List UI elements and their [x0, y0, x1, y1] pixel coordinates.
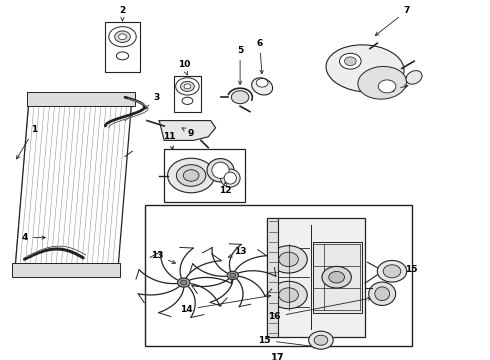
Circle shape — [180, 280, 187, 285]
Bar — [164, 149, 245, 202]
Circle shape — [309, 331, 333, 349]
Circle shape — [168, 158, 215, 193]
Text: 17: 17 — [271, 353, 285, 360]
Circle shape — [314, 335, 328, 345]
Circle shape — [279, 252, 298, 266]
Text: 15: 15 — [402, 266, 418, 274]
Ellipse shape — [358, 67, 407, 99]
Bar — [267, 218, 278, 337]
Circle shape — [176, 165, 206, 186]
Text: 7: 7 — [375, 6, 410, 36]
Circle shape — [279, 288, 298, 302]
Circle shape — [329, 271, 344, 283]
Text: 2: 2 — [120, 6, 125, 21]
Polygon shape — [15, 94, 132, 274]
Circle shape — [322, 266, 351, 288]
Text: 14: 14 — [180, 294, 271, 314]
Ellipse shape — [207, 158, 234, 182]
Text: 1: 1 — [17, 125, 37, 159]
Circle shape — [383, 265, 401, 278]
Circle shape — [184, 84, 191, 89]
Ellipse shape — [375, 287, 390, 301]
Bar — [174, 76, 201, 112]
Circle shape — [270, 282, 307, 309]
Circle shape — [175, 78, 199, 95]
Circle shape — [119, 34, 126, 40]
Circle shape — [270, 246, 307, 273]
Bar — [105, 22, 140, 72]
Text: 16: 16 — [268, 297, 371, 321]
Circle shape — [109, 27, 136, 47]
Text: 4: 4 — [21, 233, 45, 242]
Circle shape — [183, 170, 199, 181]
Text: 8: 8 — [389, 85, 408, 94]
Ellipse shape — [224, 172, 237, 184]
Text: 13: 13 — [150, 251, 175, 264]
Circle shape — [377, 261, 407, 282]
Text: 15: 15 — [258, 336, 317, 348]
Bar — [313, 242, 362, 313]
Text: 3: 3 — [145, 93, 160, 109]
Bar — [12, 263, 120, 277]
Circle shape — [231, 91, 249, 104]
Circle shape — [115, 31, 130, 42]
Ellipse shape — [220, 169, 240, 187]
Text: 12: 12 — [219, 182, 232, 195]
Circle shape — [256, 78, 268, 87]
Ellipse shape — [369, 282, 396, 305]
Ellipse shape — [182, 97, 193, 104]
Circle shape — [227, 271, 238, 279]
Circle shape — [180, 81, 194, 91]
Bar — [267, 218, 365, 337]
Text: 10: 10 — [177, 60, 190, 75]
Circle shape — [344, 57, 356, 66]
Text: 6: 6 — [257, 39, 263, 74]
Circle shape — [378, 80, 396, 93]
Bar — [27, 92, 135, 106]
Circle shape — [177, 278, 190, 287]
Ellipse shape — [406, 71, 422, 84]
Ellipse shape — [212, 162, 229, 178]
Circle shape — [230, 273, 236, 278]
Ellipse shape — [117, 52, 128, 60]
Text: 13: 13 — [228, 248, 246, 257]
Ellipse shape — [326, 45, 404, 92]
Polygon shape — [159, 121, 216, 140]
Circle shape — [340, 53, 361, 69]
Text: 5: 5 — [237, 46, 243, 85]
Bar — [145, 205, 412, 346]
Text: 9: 9 — [182, 128, 195, 138]
Ellipse shape — [252, 78, 272, 95]
Text: 11: 11 — [163, 132, 175, 149]
